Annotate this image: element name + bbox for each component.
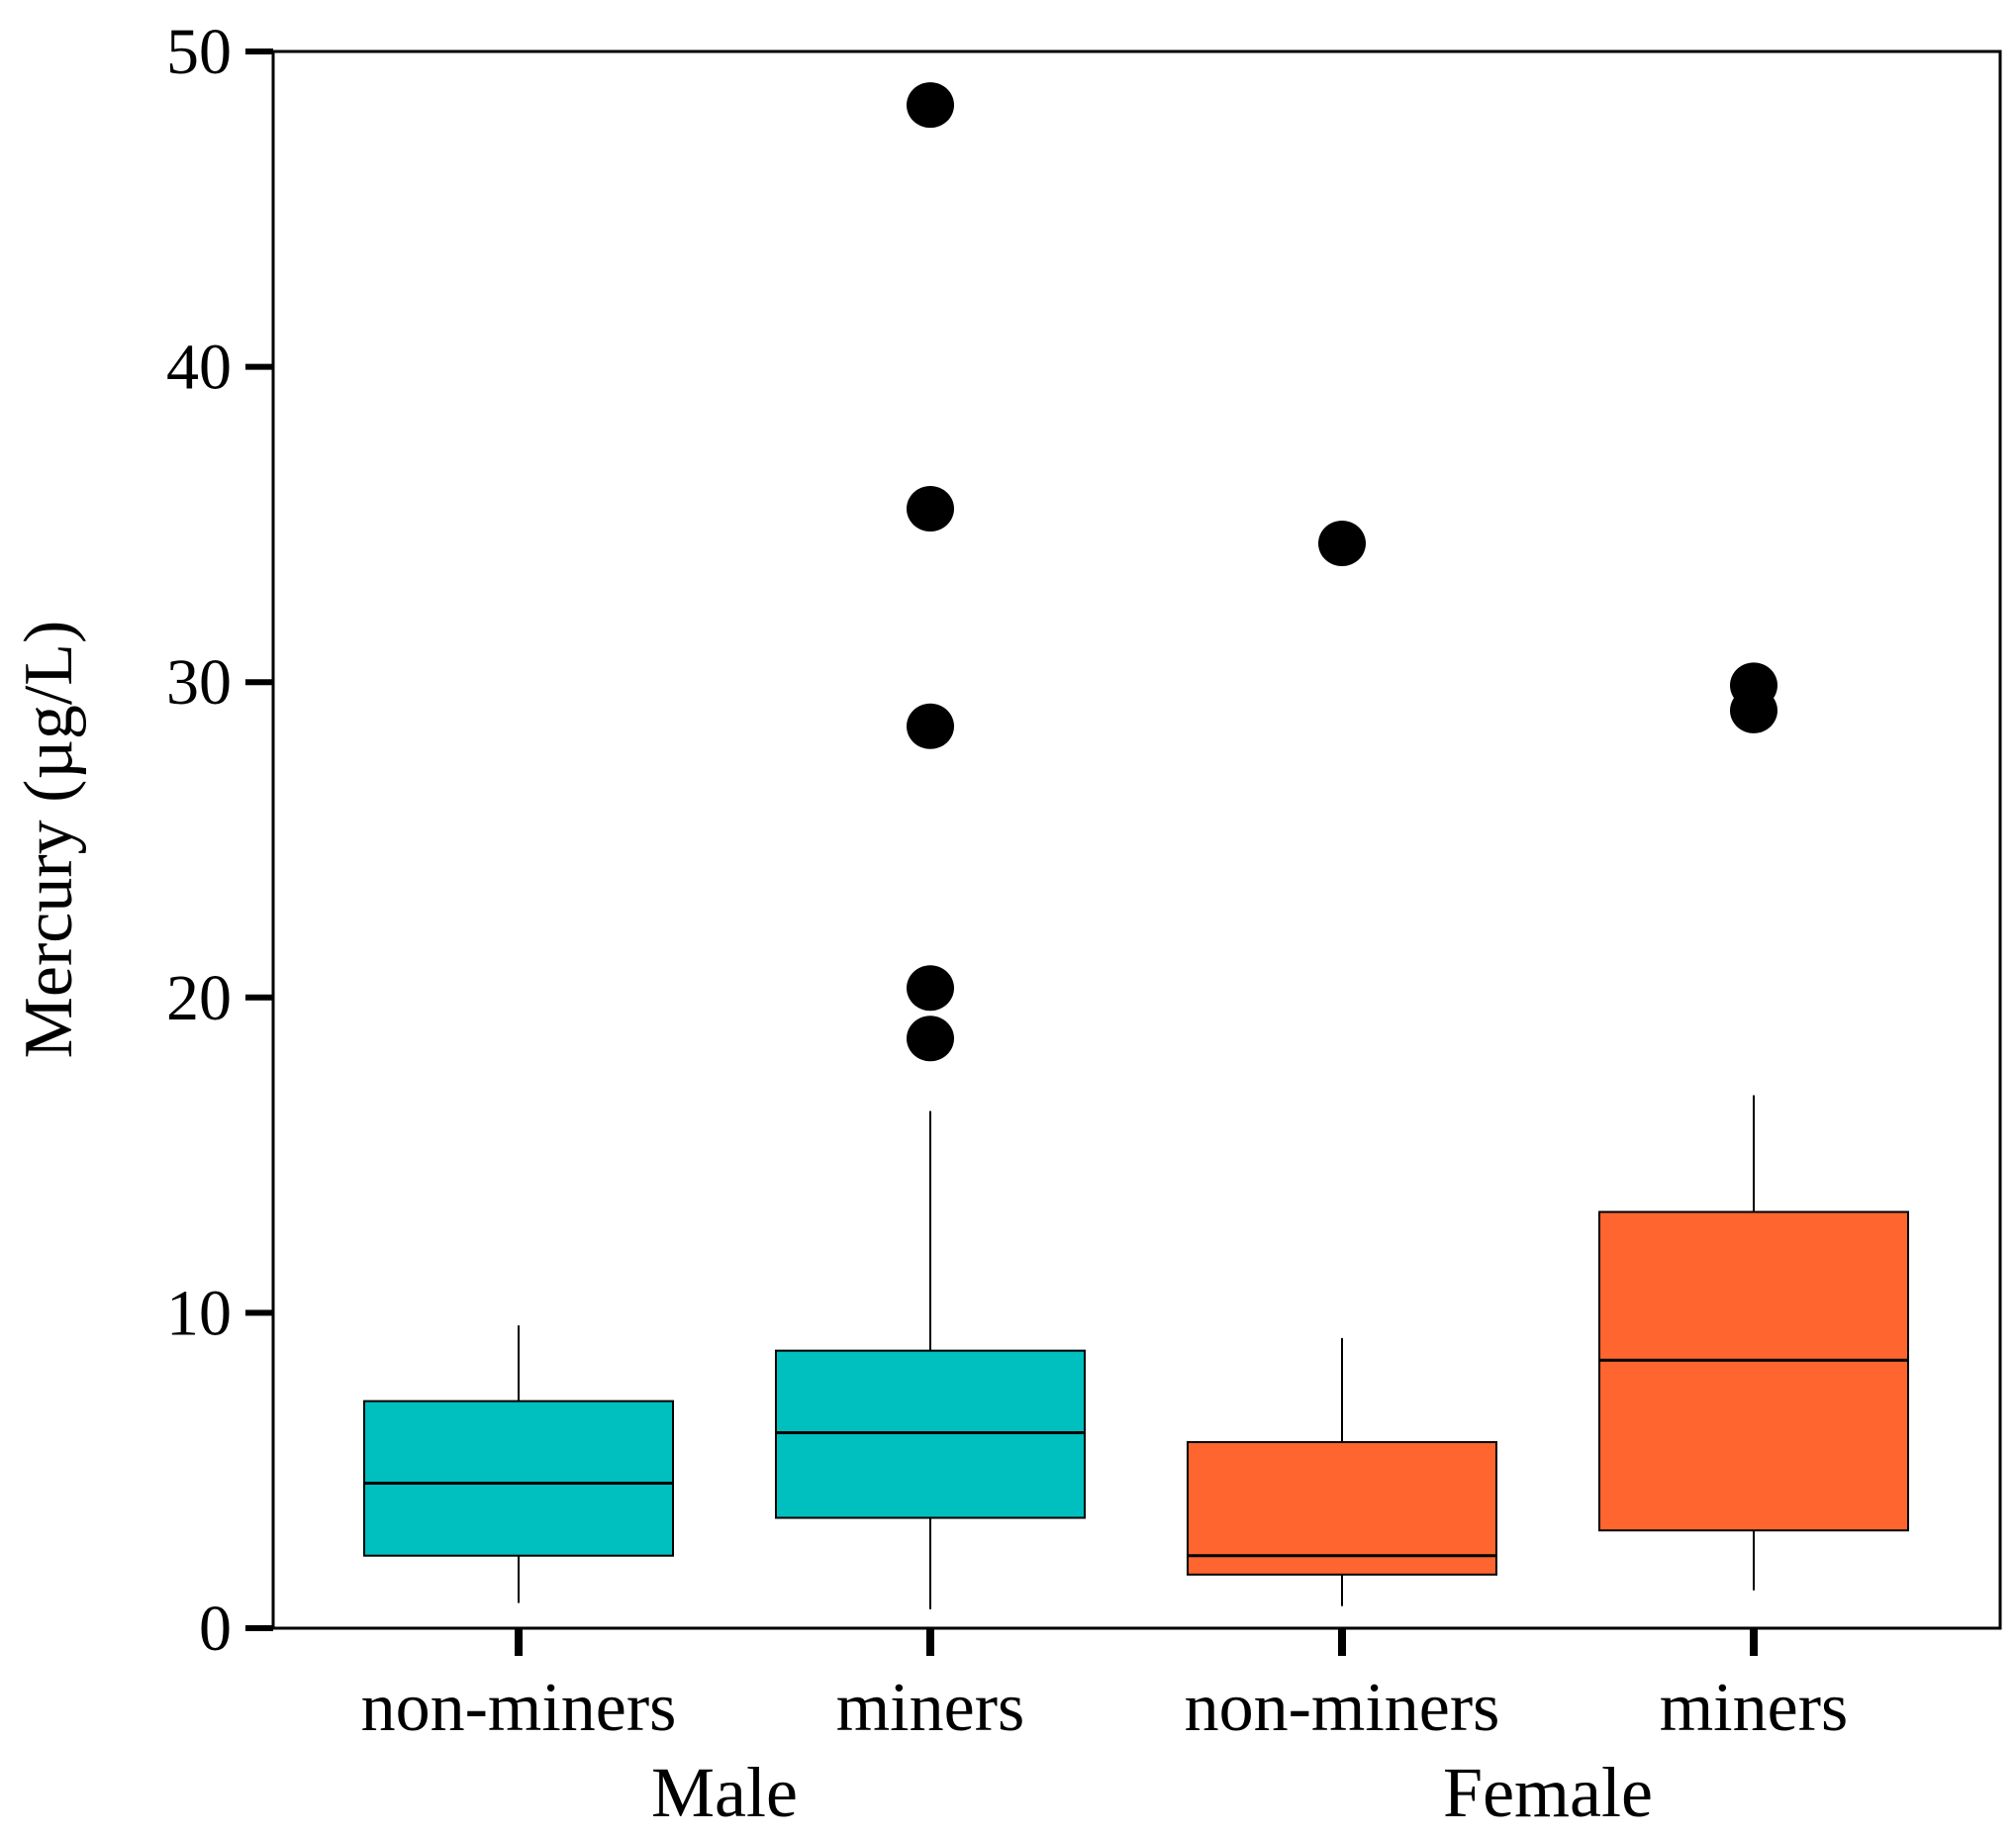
outlier-point-2-5 bbox=[907, 1016, 954, 1061]
axes: 0 10 20 30 40 50 non-miners miners non-miners min… bbox=[166, 16, 1848, 1832]
y-tick-label-10: 10 bbox=[166, 1277, 232, 1349]
y-tick-label-20: 20 bbox=[166, 962, 232, 1034]
y-axis-label: Mercury (µg/L) bbox=[11, 621, 87, 1059]
group-label-male: Male bbox=[651, 1753, 798, 1832]
y-tick-label-0: 0 bbox=[199, 1593, 232, 1665]
x-category-label-3: non-miners bbox=[1185, 1670, 1500, 1746]
outlier-point-4-2 bbox=[1730, 688, 1777, 733]
outlier-point-2-4 bbox=[907, 965, 954, 1011]
group-label-female: Female bbox=[1443, 1753, 1653, 1832]
box-2 bbox=[776, 1351, 1085, 1518]
box-4 bbox=[1599, 1211, 1908, 1530]
x-category-label-2: miners bbox=[836, 1670, 1025, 1746]
outlier-point-2-1 bbox=[907, 82, 954, 128]
outlier-point-2-3 bbox=[907, 704, 954, 749]
y-tick-label-30: 30 bbox=[166, 646, 232, 719]
y-tick-label-40: 40 bbox=[166, 332, 232, 404]
y-tick-label-50: 50 bbox=[166, 16, 232, 88]
box-1 bbox=[364, 1402, 673, 1556]
boxplot-chart: 0 10 20 30 40 50 non-miners miners non-miners min… bbox=[0, 0, 2016, 1840]
outlier-point-3-1 bbox=[1318, 521, 1366, 566]
outlier-point-2-2 bbox=[907, 486, 954, 532]
plot-area bbox=[364, 82, 1908, 1609]
x-category-label-1: non-miners bbox=[361, 1670, 677, 1746]
x-category-label-4: miners bbox=[1660, 1670, 1849, 1746]
